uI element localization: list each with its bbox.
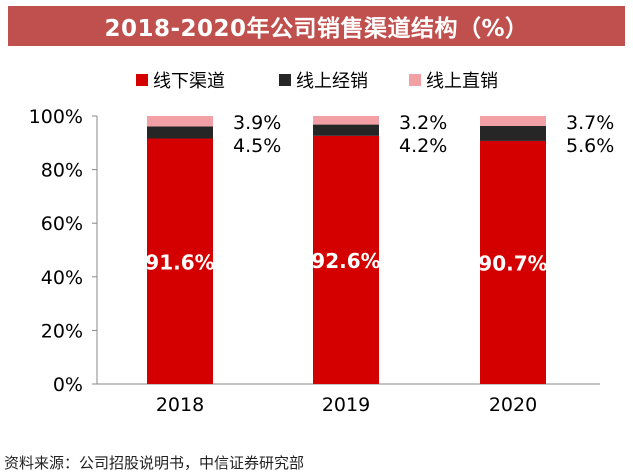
x-tick-label: 2020 (489, 394, 537, 416)
data-label-online-distribution: 5.6% (566, 135, 614, 157)
data-label-online-direct: 3.9% (233, 112, 281, 134)
data-label-offline: 91.6% (145, 250, 214, 274)
y-tick-label: 80% (41, 160, 83, 182)
source-note: 资料来源：公司招股说明书，中信证券研究部 (4, 454, 305, 472)
y-tick-label: 60% (41, 213, 83, 235)
legend-label: 线上直销 (426, 71, 498, 92)
bar-segment (313, 124, 379, 136)
x-tick-label: 2019 (322, 394, 370, 416)
bar-segment (147, 116, 213, 127)
chart-title-bar: 2018-2020年公司销售渠道结构（%） (8, 6, 625, 46)
bar-segment (480, 116, 546, 126)
legend-label: 线下渠道 (153, 71, 225, 92)
x-tick-label: 2018 (156, 394, 204, 416)
bar-segment (480, 140, 546, 384)
y-tick-label: 20% (41, 320, 83, 342)
bar-segment (313, 135, 379, 384)
legend-label: 线上经销 (296, 71, 368, 92)
data-label-online-distribution: 4.2% (399, 135, 447, 157)
data-label-offline: 92.6% (311, 249, 380, 273)
data-label-online-direct: 3.7% (566, 112, 614, 134)
data-label-online-distribution: 4.5% (233, 135, 281, 157)
legend-swatch (136, 74, 148, 86)
bar-segment (480, 125, 546, 141)
legend-swatch (279, 74, 291, 86)
legend-swatch (409, 74, 421, 86)
chart-title: 2018-2020年公司销售渠道结构（%） (104, 16, 529, 42)
y-tick-label: 0% (53, 374, 83, 396)
data-label-online-direct: 3.2% (399, 112, 447, 134)
y-tick-label: 100% (29, 106, 83, 128)
data-label-offline: 90.7% (478, 251, 547, 275)
bar-segment (147, 138, 213, 384)
y-tick-label: 40% (41, 267, 83, 289)
bar-segment (147, 126, 213, 139)
bar-segment (313, 116, 379, 125)
